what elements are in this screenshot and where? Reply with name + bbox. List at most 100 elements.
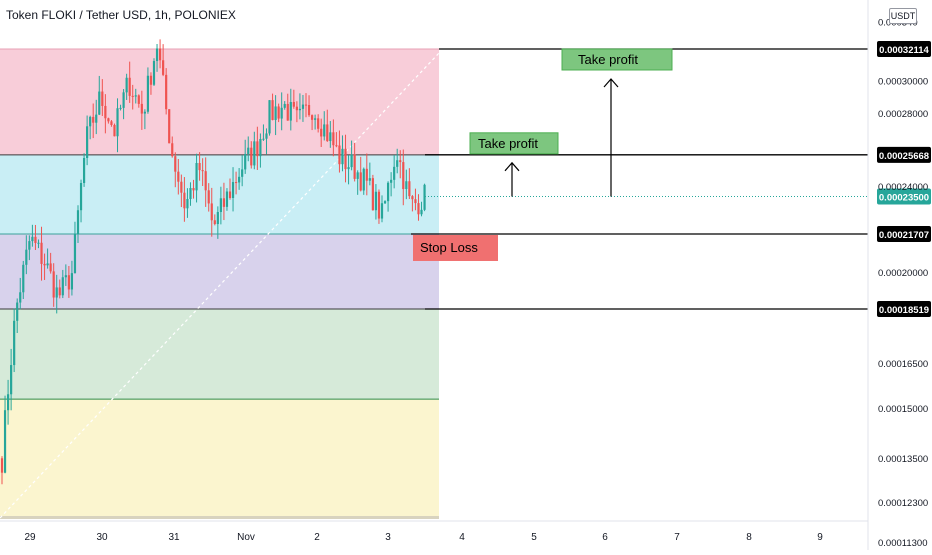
candle-body[interactable] (265, 133, 268, 139)
candle-body[interactable] (289, 102, 292, 121)
candle-body[interactable] (383, 201, 387, 204)
candle-body[interactable] (64, 275, 67, 278)
candle-body[interactable] (277, 106, 280, 119)
candle-body[interactable] (10, 365, 13, 395)
candle-body[interactable] (317, 118, 320, 129)
candle-body[interactable] (417, 203, 420, 215)
candle-body[interactable] (168, 109, 171, 144)
candle-body[interactable] (371, 178, 374, 211)
candle-body[interactable] (356, 172, 359, 179)
candle-body[interactable] (31, 236, 34, 242)
candle-body[interactable] (259, 139, 262, 157)
candle-body[interactable] (320, 128, 323, 137)
candle-body[interactable] (420, 209, 423, 215)
candle-body[interactable] (73, 233, 77, 274)
candle-body[interactable] (399, 160, 402, 163)
candle-body[interactable] (22, 264, 25, 293)
candle-body[interactable] (180, 181, 183, 193)
candle-body[interactable] (107, 118, 110, 122)
candle-body[interactable] (262, 138, 265, 140)
candle-body[interactable] (82, 158, 86, 183)
candle-body[interactable] (165, 74, 168, 110)
candle-body[interactable] (101, 91, 104, 106)
candle-body[interactable] (210, 203, 213, 221)
candle-body[interactable] (238, 176, 241, 183)
candle-body[interactable] (295, 106, 298, 111)
candle-body[interactable] (386, 182, 390, 202)
candle-body[interactable] (13, 320, 16, 366)
candle-body[interactable] (338, 145, 341, 165)
candles[interactable] (0, 39, 426, 485)
candle-body[interactable] (310, 115, 314, 120)
candle-body[interactable] (61, 277, 64, 296)
currency-button[interactable]: USDT (889, 8, 917, 24)
candle-body[interactable] (134, 95, 137, 97)
candle-body[interactable] (423, 184, 426, 210)
candle-body[interactable] (353, 154, 356, 179)
candle-body[interactable] (365, 168, 368, 181)
candle-body[interactable] (380, 203, 384, 219)
candle-body[interactable] (49, 263, 52, 272)
candle-body[interactable] (234, 182, 238, 184)
candle-body[interactable] (414, 199, 417, 204)
candle-body[interactable] (174, 156, 177, 172)
candle-body[interactable] (204, 171, 207, 191)
candle-body[interactable] (283, 103, 286, 108)
candle-body[interactable] (213, 220, 216, 225)
candle-body[interactable] (347, 167, 350, 170)
candle-body[interactable] (98, 91, 101, 115)
candle-body[interactable] (244, 153, 247, 170)
candle-body[interactable] (152, 61, 156, 85)
candle-body[interactable] (314, 118, 317, 120)
candle-body[interactable] (43, 263, 46, 266)
candle-body[interactable] (274, 106, 277, 120)
candle-body[interactable] (304, 104, 308, 106)
candle-body[interactable] (408, 181, 411, 197)
candle-body[interactable] (6, 394, 10, 411)
candle-body[interactable] (307, 105, 311, 116)
candle-body[interactable] (411, 196, 414, 200)
candle-body[interactable] (225, 191, 229, 207)
candle-body[interactable] (219, 198, 222, 213)
candle-body[interactable] (58, 287, 61, 296)
candle-body[interactable] (140, 103, 143, 114)
candle-body[interactable] (201, 170, 204, 172)
candle-body[interactable] (116, 108, 119, 137)
candle-body[interactable] (92, 116, 95, 123)
candle-body[interactable] (377, 191, 381, 219)
candle-body[interactable] (131, 95, 134, 97)
candle-body[interactable] (374, 191, 378, 211)
candle-body[interactable] (368, 178, 371, 181)
candle-body[interactable] (250, 147, 253, 166)
candle-body[interactable] (137, 95, 140, 104)
candle-body[interactable] (79, 182, 83, 211)
candle-body[interactable] (402, 162, 405, 190)
candle-body[interactable] (34, 236, 37, 243)
candle-body[interactable] (253, 141, 256, 166)
candle-body[interactable] (335, 145, 338, 147)
candle-body[interactable] (231, 182, 235, 198)
candle-body[interactable] (25, 249, 28, 265)
candle-body[interactable] (286, 103, 289, 121)
candle-body[interactable] (390, 179, 393, 183)
candle-body[interactable] (332, 132, 335, 146)
candle-body[interactable] (46, 263, 49, 266)
candle-body[interactable] (86, 126, 89, 159)
candle-body[interactable] (241, 169, 244, 177)
candle-body[interactable] (192, 188, 195, 191)
candle-body[interactable] (341, 148, 344, 165)
candle-body[interactable] (405, 181, 408, 190)
candle-body[interactable] (19, 292, 22, 303)
candle-body[interactable] (329, 132, 332, 142)
candle-body[interactable] (67, 275, 70, 290)
candle-body[interactable] (350, 154, 353, 168)
candle-body[interactable] (95, 114, 98, 123)
candle-body[interactable] (177, 171, 180, 182)
candle-body[interactable] (195, 163, 198, 191)
candle-body[interactable] (183, 192, 186, 209)
candle-body[interactable] (0, 458, 4, 473)
candle-body[interactable] (128, 77, 131, 96)
candle-body[interactable] (396, 160, 399, 167)
candle-body[interactable] (76, 210, 80, 234)
take-profit-2-box[interactable] (561, 48, 673, 71)
